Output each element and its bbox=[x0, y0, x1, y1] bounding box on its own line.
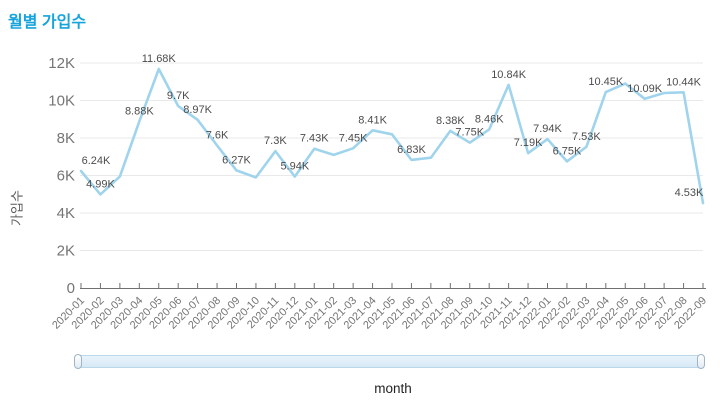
point-label: 10.45K bbox=[588, 76, 624, 88]
point-label: 7.19K bbox=[514, 137, 543, 149]
point-label: 6.24K bbox=[82, 155, 111, 167]
y-axis-title: 가입수 bbox=[9, 190, 25, 226]
point-label: 7.75K bbox=[455, 127, 484, 139]
point-label: 4.99K bbox=[86, 178, 115, 190]
data-zoom-slider[interactable] bbox=[74, 354, 705, 369]
point-label: 8.46K bbox=[475, 113, 504, 125]
y-tick-label: 6K bbox=[57, 168, 75, 185]
y-tick-label: 0 bbox=[67, 280, 75, 297]
point-label: 5.94K bbox=[280, 161, 309, 173]
point-label: 6.75K bbox=[553, 145, 582, 157]
point-label: 8.38K bbox=[436, 115, 465, 127]
y-tick-label: 12K bbox=[48, 55, 75, 72]
point-label: 7.3K bbox=[264, 135, 287, 147]
point-label: 7.6K bbox=[206, 130, 229, 142]
point-label: 7.43K bbox=[300, 133, 329, 145]
point-label: 8.97K bbox=[183, 104, 212, 116]
point-label: 8.41K bbox=[358, 114, 387, 126]
point-label: 10.09K bbox=[627, 83, 663, 95]
y-tick-label: 10K bbox=[48, 93, 75, 110]
y-tick-label: 8K bbox=[57, 130, 75, 147]
slider-right-handle[interactable] bbox=[697, 354, 705, 369]
point-label: 9.7K bbox=[167, 90, 190, 102]
point-label: 7.53K bbox=[572, 131, 601, 143]
series-line bbox=[79, 67, 705, 205]
chart-title: 월별 가입수 bbox=[8, 14, 87, 31]
point-label: 10.84K bbox=[491, 69, 527, 81]
y-tick-label: 4K bbox=[57, 205, 75, 222]
line-chart-plot: 02K4K6K8K10K12K2020-012020-022020-032020… bbox=[48, 53, 709, 332]
point-label: 8.88K bbox=[125, 106, 154, 118]
x-axis-title: month bbox=[374, 381, 412, 396]
point-label: 10.44K bbox=[666, 76, 702, 88]
y-tick-label: 2K bbox=[57, 243, 75, 260]
point-label: 4.53K bbox=[675, 187, 704, 199]
point-label: 7.94K bbox=[533, 123, 562, 135]
point-label: 11.68K bbox=[142, 53, 177, 65]
point-label: 6.83K bbox=[397, 144, 426, 156]
slider-left-handle[interactable] bbox=[74, 354, 82, 369]
point-label: 6.27K bbox=[222, 154, 251, 166]
point-label: 7.45K bbox=[339, 132, 368, 144]
